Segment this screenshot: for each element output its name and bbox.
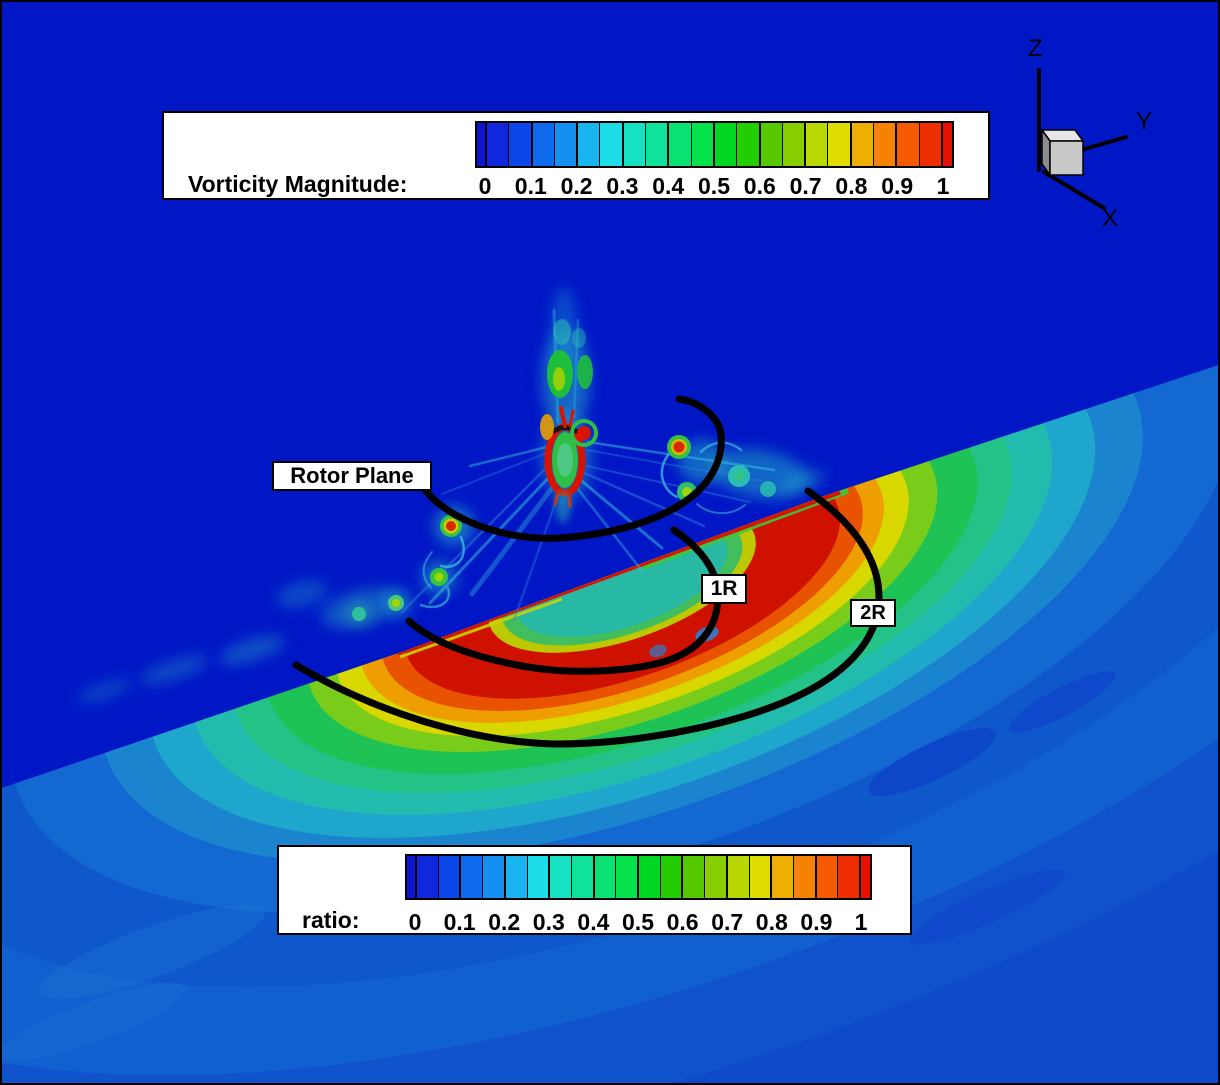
ratio-legend-label: ratio:	[302, 907, 360, 933]
tick-label: 0.2	[488, 909, 521, 935]
one-r-label-text: 1R	[710, 577, 738, 600]
ratio-ticks: 0 0.1 0.2 0.3 0.4 0.5 0.6 0.7 0.8 0.9 1	[409, 909, 868, 937]
tick-label: 1	[936, 173, 950, 199]
colorbar-cell	[570, 856, 593, 898]
colorbar-cell	[849, 123, 874, 166]
ratio-colorbar	[405, 854, 872, 900]
colorbar-cell	[621, 123, 646, 166]
colorbar-cell	[781, 123, 805, 166]
tick-label: 0.5	[698, 173, 730, 199]
colorbar-cell	[599, 123, 622, 166]
colorbar-cell	[690, 123, 713, 166]
vorticity-legend-label: Vorticity Magnitude:	[188, 171, 408, 197]
tick-label: 0.3	[606, 173, 639, 199]
tick-label: 0.7	[789, 173, 822, 199]
tick-label: 0.9	[881, 173, 914, 199]
colorbar-cell	[895, 123, 919, 166]
colorbar-cell	[748, 856, 771, 898]
tick-label: 0.1	[443, 909, 476, 935]
colorbar-cell	[576, 123, 600, 166]
colorbar-cell	[770, 856, 793, 898]
undershoot-swatch	[407, 856, 415, 898]
rotor-plane-arc	[422, 395, 725, 542]
colorbar-cell	[592, 856, 616, 898]
tick-label: 0	[478, 173, 492, 199]
tick-label: 0.6	[743, 173, 776, 199]
z-axis-label: Z	[1028, 35, 1043, 62]
tick-label: 0.1	[514, 173, 547, 199]
two-r-label-text: 2R	[860, 601, 886, 624]
tick-label: 0.3	[532, 909, 565, 935]
colorbar-cell	[827, 123, 850, 166]
colorbar-cell	[814, 856, 838, 898]
colorbar-cell	[918, 123, 941, 166]
colorbar-cell	[667, 123, 691, 166]
colorbar-cell	[530, 123, 554, 166]
colorbar-cell	[508, 123, 531, 166]
two-r-label: 2R	[850, 599, 896, 627]
colorbar-cell	[548, 856, 571, 898]
tick-label: 0.6	[666, 909, 699, 935]
tick-label: 1	[854, 909, 868, 935]
overshoot-swatch	[859, 856, 870, 898]
tick-label: 0.9	[800, 909, 833, 935]
tick-label: 0.8	[755, 909, 788, 935]
y-axis-line	[1076, 135, 1128, 153]
tick-label: 0.2	[560, 173, 593, 199]
colorbar-cell	[637, 856, 660, 898]
y-axis-label: Y	[1136, 108, 1153, 135]
colorbar-cell	[459, 856, 483, 898]
x-axis-line	[1042, 170, 1106, 210]
origin-cube	[1040, 127, 1085, 178]
x-axis-label: X	[1102, 205, 1119, 232]
colorbar-cell	[615, 856, 638, 898]
colorbar-cell	[503, 856, 527, 898]
colorbar-cell	[437, 856, 460, 898]
colorbar-cell	[645, 123, 668, 166]
colorbar-cell	[736, 123, 759, 166]
ratio-legend: ratio: 0 0.1 0.2 0.3 0.4 0.5 0.6 0.7 0.8 0.9 1	[277, 845, 912, 935]
two-r-arc	[292, 487, 883, 748]
colorbar-cell	[526, 856, 549, 898]
colorbar-cell	[804, 123, 828, 166]
colorbar-cell	[704, 856, 726, 898]
colorbar-cell	[873, 123, 896, 166]
rotor-plane-label: Rotor Plane	[272, 461, 432, 491]
colorbar-cell	[659, 856, 682, 898]
colorbar-cell	[482, 856, 504, 898]
tick-label: 0.4	[577, 909, 610, 935]
undershoot-swatch	[477, 123, 485, 166]
tick-label: 0.8	[835, 173, 868, 199]
vorticity-legend: Vorticity Magnitude: 0 0.1 0.2 0.3 0.4 0.5 0.6…	[162, 111, 990, 200]
tick-label: 0	[408, 909, 422, 935]
colorbar-cell	[725, 856, 749, 898]
colorbar-cell	[837, 856, 860, 898]
colorbar-cell	[712, 123, 737, 166]
overshoot-swatch	[941, 123, 952, 166]
vorticity-slice	[77, 287, 825, 704]
tick-label: 0.7	[711, 909, 744, 935]
vorticity-ticks: 0 0.1 0.2 0.3 0.4 0.5 0.6 0.7 0.8 0.9 1	[479, 173, 950, 201]
axis-triad	[1037, 68, 1128, 210]
colorbar-cell	[758, 123, 782, 166]
vorticity-colorbar	[475, 121, 954, 168]
colorbar-cell	[553, 123, 577, 166]
rotor-plane-label-text: Rotor Plane	[290, 463, 414, 488]
colorbar-cell	[415, 856, 438, 898]
tick-label: 0.5	[622, 909, 654, 935]
colorbar-cell	[792, 856, 815, 898]
tick-label: 0.4	[652, 173, 685, 199]
colorbar-cell	[485, 123, 509, 166]
one-r-label: 1R	[701, 574, 747, 604]
colorbar-cell	[681, 856, 705, 898]
